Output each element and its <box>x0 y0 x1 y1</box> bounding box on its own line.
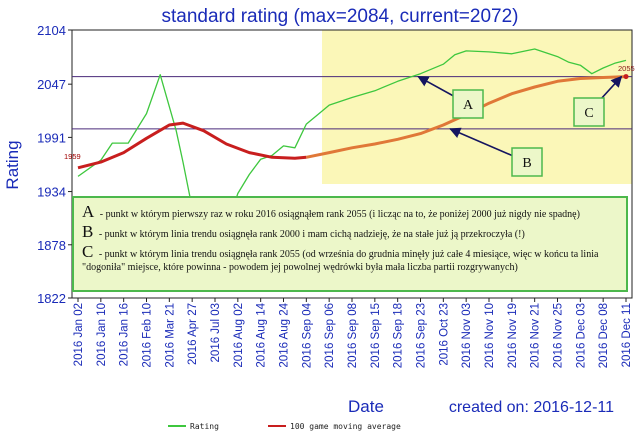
x-tick-label: 2016 Sep 23 <box>416 303 428 368</box>
x-tick-label: 2016 Nov 10 <box>484 303 496 368</box>
x-tick-label: 2016 Nov 03 <box>461 303 473 368</box>
y-tick-label: 2047 <box>37 77 66 92</box>
x-tick-label: 2016 Aug 24 <box>279 302 291 367</box>
note-letter: A <box>82 202 95 221</box>
x-tick-label: 2016 Aug 14 <box>256 302 268 367</box>
note-text: - punkt w którym pierwszy raz w roku 201… <box>97 209 580 220</box>
x-tick-label: 2016 Sep 06 <box>324 303 336 368</box>
x-tick-label: 2016 Dec 03 <box>575 303 587 368</box>
x-tick-label: 2016 Sep 18 <box>393 303 405 368</box>
x-tick-label: 2016 Nov 21 <box>530 303 542 368</box>
note-letter: C <box>82 242 94 261</box>
callout-box <box>573 97 605 127</box>
callout-letter: C <box>584 106 593 121</box>
x-tick-label: 2016 Nov 19 <box>507 303 519 368</box>
note-letter: B <box>82 222 94 241</box>
chart-title: standard rating (max=2084, current=2072) <box>162 6 519 27</box>
y-tick-label: 2104 <box>37 23 66 38</box>
note-a: A - punkt w którym pierwszy raz w roku 2… <box>82 202 620 221</box>
x-axis-label: Date <box>348 397 384 416</box>
callout-letter: A <box>463 98 474 113</box>
start-value-label: 1959 <box>64 152 81 161</box>
legend-label: 100 game moving average <box>290 422 401 431</box>
x-tick-label: 2016 Sep 15 <box>370 303 382 368</box>
x-tick-label: 2016 Jan 16 <box>119 303 131 366</box>
x-tick-label: 2016 Feb 10 <box>142 303 154 368</box>
x-tick-label: 2016 Dec 11 <box>621 303 633 367</box>
callout-box <box>511 147 543 177</box>
y-tick-label: 1934 <box>37 185 66 200</box>
x-tick-label: 2016 Jan 10 <box>96 303 108 366</box>
end-value-label: 2055 <box>618 64 635 73</box>
callout-box <box>452 89 484 119</box>
note-text: - punkt w którym linia trendu osiągnęła … <box>82 249 599 273</box>
x-tick-label: 2016 Jul 03 <box>210 303 222 362</box>
created-on-label: created on: 2016-12-11 <box>449 399 614 416</box>
y-axis: 2104 2047 1991 1934 1878 1822 <box>37 23 72 306</box>
x-tick-label: 2016 Aug 02 <box>233 303 245 368</box>
legend: Rating 100 game moving average <box>168 422 401 431</box>
legend-label: Rating <box>190 422 219 431</box>
note-b: B - punkt w którym linia trendu osiągnęł… <box>82 222 620 241</box>
x-tick-label: 2016 Apr 27 <box>187 303 199 365</box>
x-tick-label: 2016 Sep 08 <box>347 303 359 368</box>
note-c: C - punkt w którym linia trendu osiągnęł… <box>82 242 620 274</box>
x-axis: 2016 Jan 02 2016 Jan 10 2016 Jan 16 2016 Fe… <box>73 298 633 368</box>
rating-series-line <box>77 48 627 273</box>
x-tick-label: 2016 Oct 23 <box>438 303 450 366</box>
callouts: A B C <box>417 75 623 177</box>
callout-letter: B <box>522 156 531 171</box>
annotation-box: A - punkt w którym pierwszy raz w roku 2… <box>72 196 628 292</box>
y-tick-label: 1991 <box>37 130 66 145</box>
note-text: - punkt w którym linia trendu osiągnęła … <box>96 229 525 240</box>
end-point-marker <box>623 74 629 80</box>
y-tick-label: 1822 <box>37 291 66 306</box>
x-tick-label: 2016 Mar 21 <box>164 303 176 368</box>
x-tick-label: 2016 Nov 25 <box>553 303 565 368</box>
moving-average-line <box>77 121 307 170</box>
x-tick-label: 2016 Dec 08 <box>598 303 610 368</box>
x-tick-label: 2016 Sep 04 <box>301 302 313 368</box>
x-tick-label: 2016 Jan 02 <box>73 303 85 366</box>
y-tick-label: 1878 <box>37 238 66 253</box>
y-axis-label: Rating <box>3 140 22 189</box>
